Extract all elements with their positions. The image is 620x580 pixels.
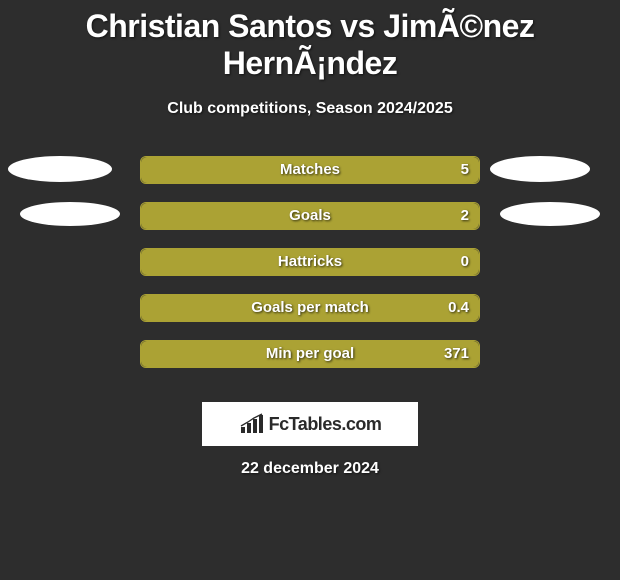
- bar-track: Min per goal 371: [140, 340, 480, 368]
- bar-track: Goals per match 0.4: [140, 294, 480, 322]
- player-ellipse-right: [490, 156, 590, 182]
- bar-track: Hattricks 0: [140, 248, 480, 276]
- logo-inner: FcTables.com: [239, 413, 382, 435]
- page-title: Christian Santos vs JimÃ©nez HernÃ¡ndez: [0, 0, 620, 82]
- bar-fill: [141, 249, 479, 275]
- player-ellipse-right: [500, 202, 600, 226]
- chart-row: Goals 2: [0, 202, 620, 248]
- chart-row: Goals per match 0.4: [0, 294, 620, 340]
- snapshot-date: 22 december 2024: [0, 460, 620, 478]
- bar-fill: [141, 203, 479, 229]
- player-ellipse-left: [20, 202, 120, 226]
- bar-fill: [141, 341, 479, 367]
- chart-area: Matches 5 Goals 2 Hattricks 0: [0, 156, 620, 386]
- chart-row: Matches 5: [0, 156, 620, 202]
- chart-row: Hattricks 0: [0, 248, 620, 294]
- bar-fill: [141, 295, 479, 321]
- bar-chart-icon: [239, 413, 265, 435]
- bar-track: Goals 2: [140, 202, 480, 230]
- comparison-infographic: Christian Santos vs JimÃ©nez HernÃ¡ndez …: [0, 0, 620, 580]
- fctables-logo: FcTables.com: [202, 402, 418, 446]
- logo-text: FcTables.com: [269, 414, 382, 435]
- bar-track: Matches 5: [140, 156, 480, 184]
- page-subtitle: Club competitions, Season 2024/2025: [0, 100, 620, 118]
- player-ellipse-left: [8, 156, 112, 182]
- chart-row: Min per goal 371: [0, 340, 620, 386]
- bar-fill: [141, 157, 479, 183]
